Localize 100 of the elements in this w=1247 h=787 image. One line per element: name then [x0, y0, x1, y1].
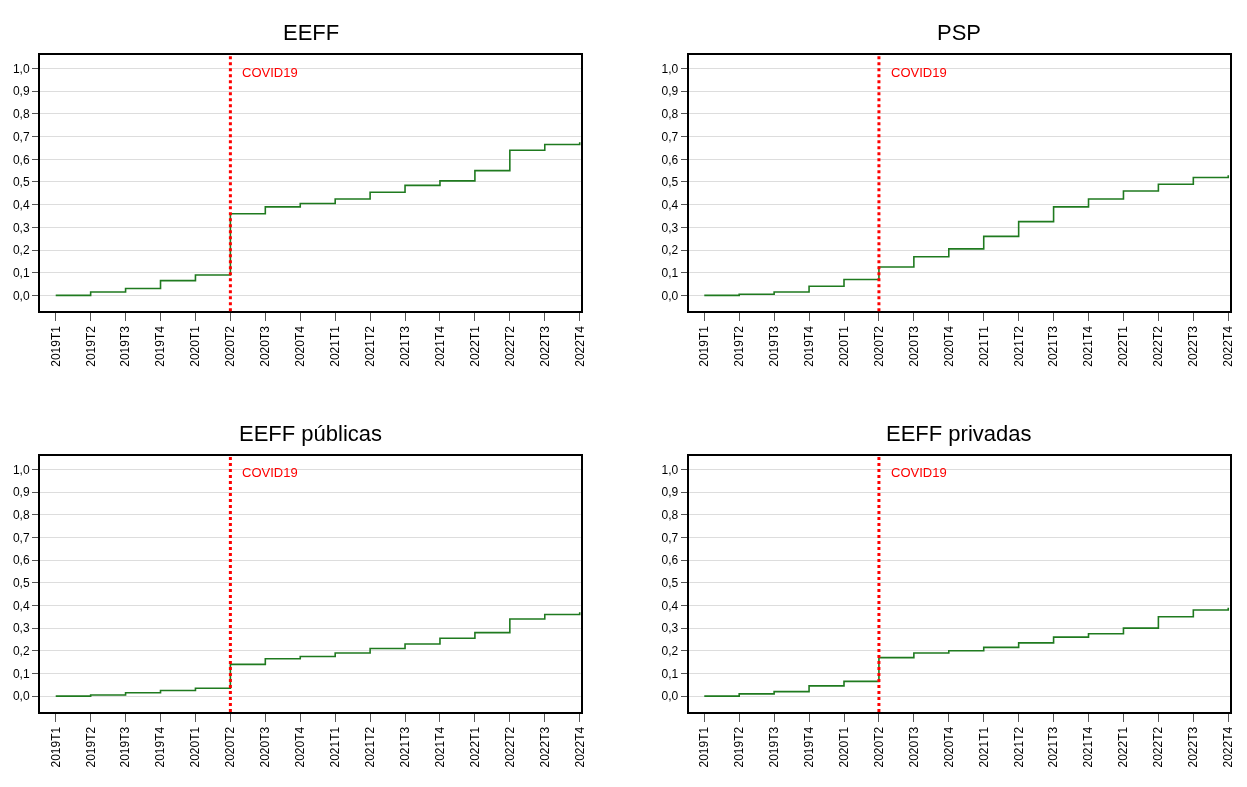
x-tick-label: 2021T3 — [397, 726, 412, 768]
x-tick-label: 2020T4 — [941, 726, 956, 768]
x-tick-label: 2022T2 — [1151, 726, 1166, 768]
x-tick-label: 2022T2 — [502, 325, 517, 367]
x-tick-label: 2020T1 — [188, 726, 203, 768]
y-tick-label: 0,0 — [12, 288, 30, 303]
x-tick-label: 2019T3 — [118, 726, 133, 768]
chart-title: EEFF — [283, 20, 340, 45]
y-tick-label: 0,4 — [661, 197, 679, 212]
x-tick-label: 2019T3 — [767, 325, 782, 367]
y-tick-label: 0,2 — [12, 643, 30, 658]
y-tick-label: 0,2 — [661, 643, 679, 658]
x-tick-label: 2019T2 — [83, 325, 98, 367]
x-tick-label: 2020T2 — [223, 325, 238, 367]
y-tick-label: 0,1 — [661, 265, 679, 280]
x-tick-label: 2021T2 — [1011, 325, 1026, 367]
ref-line-label: COVID19 — [891, 65, 947, 80]
x-tick-label: 2021T2 — [363, 325, 378, 367]
x-tick-label: 2020T1 — [188, 325, 203, 367]
x-tick-label: 2021T1 — [328, 325, 343, 367]
x-tick-label: 2020T2 — [871, 325, 886, 367]
x-tick-label: 2022T3 — [1186, 726, 1201, 768]
y-tick-label: 0,0 — [661, 689, 679, 704]
x-tick-label: 2020T2 — [223, 726, 238, 768]
x-tick-label: 2019T1 — [697, 325, 712, 367]
x-tick-label: 2019T3 — [767, 726, 782, 768]
y-tick-label: 0,3 — [12, 220, 30, 235]
x-tick-label: 2019T2 — [83, 726, 98, 768]
y-tick-label: 0,8 — [12, 507, 30, 522]
y-tick-label: 0,9 — [661, 84, 679, 99]
ref-line-label: COVID19 — [242, 65, 298, 80]
x-tick-label: 2019T1 — [48, 325, 63, 367]
x-tick-label: 2020T3 — [906, 325, 921, 367]
x-tick-label: 2021T1 — [328, 726, 343, 768]
y-tick-label: 0,8 — [661, 507, 679, 522]
y-tick-label: 1,0 — [661, 61, 679, 76]
x-tick-label: 2021T3 — [1046, 726, 1061, 768]
x-tick-label: 2020T3 — [258, 325, 273, 367]
x-tick-label: 2019T3 — [118, 325, 133, 367]
ref-line-label: COVID19 — [891, 465, 947, 480]
y-tick-label: 1,0 — [12, 462, 30, 477]
x-tick-label: 2019T4 — [153, 325, 168, 367]
x-tick-label: 2021T2 — [1011, 726, 1026, 768]
y-tick-label: 0,9 — [661, 485, 679, 500]
y-tick-label: 0,2 — [661, 243, 679, 258]
y-tick-label: 0,8 — [12, 107, 30, 122]
y-tick-label: 0,0 — [661, 288, 679, 303]
x-tick-label: 2019T1 — [48, 726, 63, 768]
y-tick-label: 0,7 — [661, 129, 679, 144]
x-tick-label: 2022T3 — [537, 726, 552, 768]
y-tick-label: 0,6 — [661, 553, 679, 568]
x-tick-label: 2022T4 — [572, 726, 587, 768]
y-tick-label: 0,0 — [12, 689, 30, 704]
y-tick-label: 0,5 — [661, 575, 679, 590]
y-tick-label: 0,5 — [661, 175, 679, 190]
x-tick-label: 2022T1 — [467, 325, 482, 367]
x-tick-label: 2022T1 — [1116, 325, 1131, 367]
y-tick-label: 0,1 — [661, 666, 679, 681]
x-tick-label: 2020T4 — [941, 325, 956, 367]
y-tick-label: 0,4 — [12, 197, 30, 212]
x-tick-label: 2021T2 — [363, 726, 378, 768]
x-tick-label: 2022T4 — [572, 325, 587, 367]
x-tick-label: 2022T3 — [1186, 325, 1201, 367]
x-tick-label: 2022T4 — [1221, 325, 1236, 367]
x-tick-label: 2022T1 — [467, 726, 482, 768]
y-tick-label: 0,6 — [12, 152, 30, 167]
x-tick-label: 2020T2 — [871, 726, 886, 768]
x-tick-label: 2021T4 — [1081, 325, 1096, 367]
x-tick-label: 2019T4 — [153, 726, 168, 768]
y-tick-label: 0,6 — [12, 553, 30, 568]
chart-title: EEFF privadas — [886, 421, 1032, 446]
y-tick-label: 0,3 — [12, 621, 30, 636]
x-tick-label: 2021T1 — [976, 325, 991, 367]
y-tick-label: 1,0 — [12, 61, 30, 76]
y-tick-label: 0,7 — [661, 530, 679, 545]
y-tick-label: 0,1 — [12, 265, 30, 280]
x-tick-label: 2022T3 — [537, 325, 552, 367]
y-tick-label: 0,7 — [12, 129, 30, 144]
x-tick-label: 2022T2 — [1151, 325, 1166, 367]
y-tick-label: 0,9 — [12, 485, 30, 500]
x-tick-label: 2022T4 — [1221, 726, 1236, 768]
x-tick-label: 2021T3 — [397, 325, 412, 367]
chart-title: EEFF públicas — [239, 421, 383, 446]
x-tick-label: 2019T2 — [732, 325, 747, 367]
x-tick-label: 2021T4 — [432, 726, 447, 768]
x-tick-label: 2019T4 — [801, 726, 816, 768]
chart-title: PSP — [937, 20, 982, 45]
x-tick-label: 2020T4 — [293, 726, 308, 768]
x-tick-label: 2020T1 — [836, 726, 851, 768]
x-tick-label: 2021T4 — [432, 325, 447, 367]
y-tick-label: 0,3 — [661, 621, 679, 636]
x-tick-label: 2019T4 — [801, 325, 816, 367]
y-tick-label: 0,8 — [661, 107, 679, 122]
x-tick-label: 2021T4 — [1081, 726, 1096, 768]
ref-line-label: COVID19 — [242, 465, 298, 480]
y-tick-label: 0,3 — [661, 220, 679, 235]
x-tick-label: 2019T1 — [697, 726, 712, 768]
x-tick-label: 2022T2 — [502, 726, 517, 768]
y-tick-label: 0,7 — [12, 530, 30, 545]
x-tick-label: 2020T3 — [906, 726, 921, 768]
